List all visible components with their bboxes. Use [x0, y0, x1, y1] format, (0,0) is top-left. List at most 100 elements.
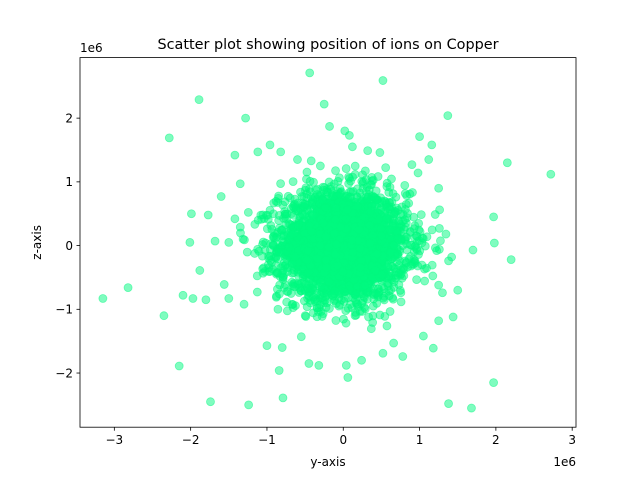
scatter-point — [397, 202, 407, 212]
scatter-point — [413, 168, 423, 178]
scatter-point — [273, 304, 283, 314]
scatter-point — [430, 210, 440, 219]
scatter-point — [371, 289, 381, 298]
scatter-point — [418, 331, 428, 341]
scatter-point — [453, 285, 463, 295]
scatter-point — [277, 225, 286, 235]
y-axis-label: z-axis — [30, 225, 44, 260]
scatter-point — [296, 187, 305, 197]
scatter-point — [253, 147, 263, 157]
scatter-point — [239, 299, 249, 309]
scatter-point — [372, 249, 382, 259]
scatter-point — [399, 224, 409, 234]
scatter-point — [428, 343, 438, 353]
scatter-point — [360, 166, 370, 176]
scatter-point — [388, 294, 398, 304]
scatter-point — [216, 192, 226, 201]
scatter-point — [444, 399, 453, 409]
scatter-point — [405, 189, 415, 199]
scatter-point — [159, 311, 169, 321]
scatter-point — [319, 99, 329, 109]
scatter-point — [276, 147, 286, 157]
scatter-point — [281, 211, 291, 221]
scatter-point — [350, 161, 360, 171]
scatter-point — [344, 193, 354, 202]
scatter-point — [502, 158, 512, 168]
scatter-point — [389, 282, 399, 292]
scatter-point — [341, 318, 351, 328]
scatter-point — [312, 312, 322, 322]
scatter-point — [224, 237, 234, 247]
scatter-point — [343, 373, 353, 382]
scatter-point — [355, 244, 365, 253]
scatter-points-group — [98, 68, 556, 413]
scatter-point — [178, 290, 188, 300]
scatter-point — [318, 218, 328, 228]
scatter-point — [468, 245, 478, 255]
scatter-point — [280, 280, 290, 290]
scatter-point — [344, 130, 354, 140]
scatter-point — [334, 287, 344, 297]
scatter-point — [333, 176, 343, 186]
scatter-point — [331, 214, 340, 224]
scatter-point — [383, 262, 393, 272]
scatter-point — [341, 214, 351, 224]
scatter-point — [341, 306, 351, 316]
scatter-point — [296, 286, 306, 296]
scatter-point — [366, 206, 375, 216]
scatter-point — [123, 283, 133, 293]
scatter-point — [330, 249, 340, 259]
scatter-point — [360, 280, 370, 290]
x-tick-label: 0 — [339, 433, 347, 447]
scatter-point — [266, 221, 276, 230]
scatter-point — [424, 155, 434, 164]
scatter-point — [312, 254, 322, 263]
scatter-point — [322, 263, 332, 272]
scatter-point — [353, 184, 362, 194]
scatter-point — [194, 95, 204, 105]
scatter-point — [356, 263, 365, 273]
scatter-point — [398, 352, 408, 361]
scatter-point — [375, 148, 385, 157]
scatter-point — [331, 166, 340, 176]
y-tick-label: 2 — [65, 111, 73, 125]
scatter-point — [396, 288, 406, 298]
scatter-point — [436, 236, 445, 246]
scatter-point — [329, 229, 339, 238]
scatter-point — [258, 210, 268, 220]
scatter-point — [435, 223, 444, 233]
scatter-point — [274, 366, 284, 375]
x-tick-label: −2 — [182, 433, 200, 447]
scatter-point — [351, 310, 361, 320]
scatter-point — [382, 213, 392, 223]
scatter-point — [164, 133, 174, 143]
scatter-point — [382, 321, 392, 331]
scatter-point — [385, 248, 395, 258]
scatter-point — [273, 268, 283, 277]
scatter-point — [347, 235, 357, 245]
scatter-point — [288, 177, 298, 187]
scatter-point — [235, 179, 245, 189]
scatter-point — [300, 311, 310, 321]
scatter-point — [278, 393, 288, 403]
scatter-point — [370, 266, 380, 275]
scatter-point — [315, 282, 325, 292]
scatter-point — [195, 266, 205, 275]
scatter-point — [331, 316, 341, 325]
scatter-point — [318, 195, 327, 205]
scatter-point — [389, 338, 399, 348]
scatter-point — [242, 247, 252, 257]
scatter-point — [275, 289, 284, 299]
scatter-point — [324, 177, 334, 187]
x-axis-label: y-axis — [310, 455, 345, 469]
scatter-point — [412, 275, 422, 285]
scatter-point — [252, 287, 262, 297]
x-tick-label: −3 — [105, 433, 123, 447]
y-tick-label: −1 — [55, 303, 73, 317]
scatter-point — [293, 279, 303, 288]
chart-title: Scatter plot showing position of ions on… — [157, 37, 498, 53]
scatter-point — [277, 343, 287, 352]
scatter-point — [467, 403, 476, 413]
scatter-point — [262, 341, 272, 351]
